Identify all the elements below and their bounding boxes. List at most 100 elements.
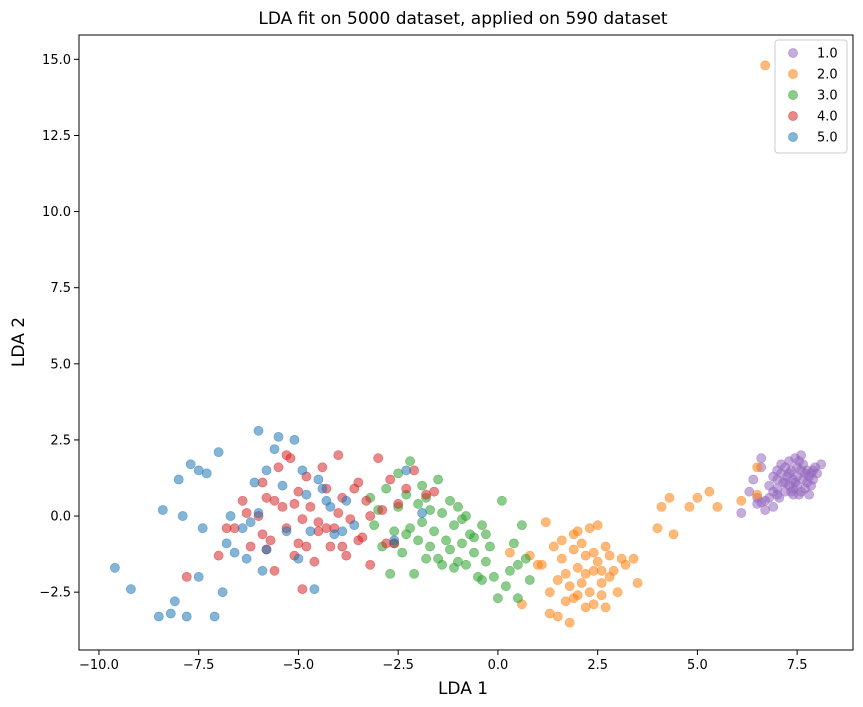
point-4.0-28 xyxy=(341,550,352,561)
point-5.0-17 xyxy=(229,547,240,558)
y-tick-label: 12.5 xyxy=(42,129,71,144)
point-2.0-57 xyxy=(588,547,599,558)
points-layer xyxy=(110,60,826,628)
legend: 1.0 2.0 3.0 4.0 5.0 xyxy=(774,39,848,154)
point-3.0-22 xyxy=(433,474,443,485)
point-4.0-11 xyxy=(277,501,288,512)
point-5.0-34 xyxy=(305,526,316,537)
point-5.0-41 xyxy=(337,526,348,537)
legend-marker-4.0 xyxy=(788,111,798,121)
point-5.0-43 xyxy=(349,520,360,531)
point-1.0-57 xyxy=(768,501,779,512)
point-2.0-8 xyxy=(552,575,563,585)
series-1.0 xyxy=(736,450,826,518)
point-5.0-22 xyxy=(253,425,264,436)
point-5.0-14 xyxy=(217,587,228,598)
point-2.0-58 xyxy=(536,559,547,570)
point-3.0-57 xyxy=(513,559,523,570)
point-3.0-5 xyxy=(385,569,396,579)
legend-label-5.0: 5.0 xyxy=(817,131,838,146)
point-1.0-0 xyxy=(736,508,747,518)
point-4.0-47 xyxy=(281,450,292,460)
point-3.0-30 xyxy=(453,501,463,512)
point-1.0-54 xyxy=(786,486,797,497)
point-4.0-9 xyxy=(269,565,280,576)
point-2.0-14 xyxy=(564,617,575,628)
point-5.0-21 xyxy=(249,477,260,488)
point-5.0-44 xyxy=(389,535,400,546)
point-4.0-32 xyxy=(361,495,372,506)
plot-area xyxy=(79,35,853,650)
point-4.0-22 xyxy=(317,462,328,473)
point-4.0-51 xyxy=(337,541,348,552)
y-tick-label: 0.0 xyxy=(50,510,71,525)
point-5.0-13 xyxy=(213,447,224,457)
point-4.0-0 xyxy=(181,572,192,582)
point-5.0-16 xyxy=(225,511,236,521)
point-2.0-42 xyxy=(580,569,591,579)
point-3.0-45 xyxy=(509,538,519,549)
point-4.0-19 xyxy=(305,501,316,512)
point-5.0-29 xyxy=(281,526,292,537)
point-5.0-47 xyxy=(153,611,164,622)
point-3.0-47 xyxy=(517,520,527,531)
point-2.0-55 xyxy=(752,462,763,473)
point-4.0-52 xyxy=(289,498,300,509)
point-3.0-6 xyxy=(389,526,400,537)
point-2.0-20 xyxy=(576,538,587,549)
point-3.0-48 xyxy=(520,553,531,564)
point-2.0-45 xyxy=(652,523,663,534)
point-3.0-43 xyxy=(500,581,511,591)
legend-label-1.0: 1.0 xyxy=(817,47,838,62)
y-tick-label: 10.0 xyxy=(42,205,71,220)
point-4.0-57 xyxy=(353,535,364,546)
point-4.0-20 xyxy=(309,556,320,567)
point-5.0-2 xyxy=(157,505,168,515)
x-tick-label: −10.0 xyxy=(79,658,119,673)
x-tick-label: 0.0 xyxy=(488,658,509,673)
legend-box xyxy=(774,39,848,154)
point-2.0-43 xyxy=(568,593,579,604)
point-5.0-37 xyxy=(317,483,328,494)
point-1.0-49 xyxy=(784,468,795,479)
point-4.0-49 xyxy=(241,508,252,518)
ticks: −10.0 −7.5 −5.0 −2.5 0.0 2.5 5.0 7.5 −2.5 0.0 2.5 5… xyxy=(39,53,807,673)
point-3.0-32 xyxy=(461,559,471,570)
point-5.0-18 xyxy=(237,523,248,534)
point-4.0-21 xyxy=(313,517,324,527)
legend-marker-1.0 xyxy=(788,48,798,58)
point-4.0-1 xyxy=(213,550,224,561)
plot-background xyxy=(79,35,853,650)
legend-label-4.0: 4.0 xyxy=(817,110,838,125)
point-4.0-39 xyxy=(401,483,412,494)
point-4.0-56 xyxy=(297,514,308,524)
point-5.0-36 xyxy=(313,474,324,485)
point-2.0-6 xyxy=(544,587,555,598)
point-5.0-25 xyxy=(261,544,272,555)
point-3.0-15 xyxy=(413,535,423,546)
point-5.0-32 xyxy=(297,465,308,476)
point-3.0-19 xyxy=(425,541,435,552)
x-tick-label: 2.5 xyxy=(587,658,608,673)
point-2.0-13 xyxy=(560,569,571,579)
point-1.0-59 xyxy=(772,489,783,500)
point-5.0-1 xyxy=(125,584,136,594)
point-2.0-4 xyxy=(540,517,551,527)
x-tick-label: 5.0 xyxy=(687,658,708,673)
point-5.0-49 xyxy=(181,611,192,622)
point-2.0-32 xyxy=(600,541,611,552)
point-3.0-52 xyxy=(457,514,467,524)
point-2.0-41 xyxy=(632,578,643,588)
point-5.0-15 xyxy=(221,538,232,549)
point-4.0-26 xyxy=(333,450,344,460)
point-2.0-47 xyxy=(664,492,675,503)
point-3.0-41 xyxy=(492,593,503,604)
point-5.0-46 xyxy=(417,508,427,518)
legend-marker-3.0 xyxy=(788,90,798,100)
point-2.0-31 xyxy=(596,590,607,601)
point-3.0-50 xyxy=(437,559,447,570)
point-4.0-34 xyxy=(373,453,384,464)
x-axis-label: LDA 1 xyxy=(438,679,488,699)
point-4.0-35 xyxy=(377,505,388,515)
point-1.0-6 xyxy=(756,453,767,464)
